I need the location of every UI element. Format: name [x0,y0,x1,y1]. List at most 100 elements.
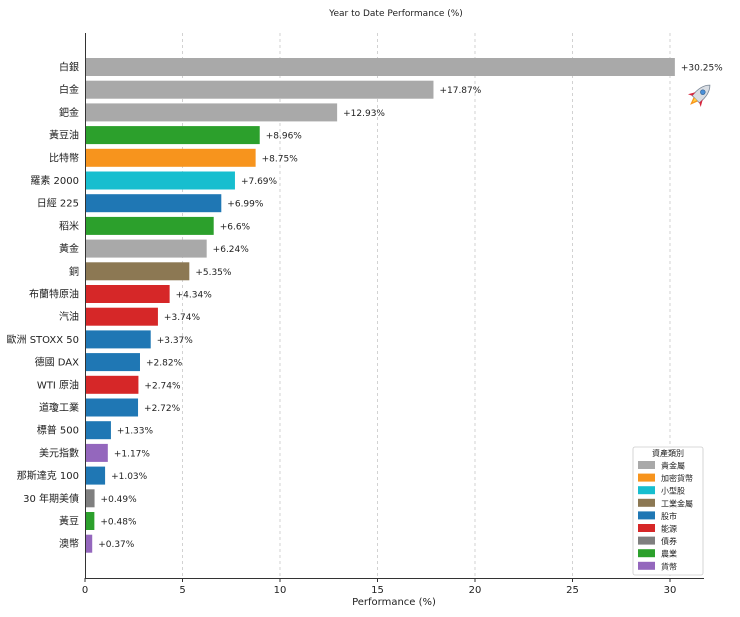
data-label: +6.6% [220,222,251,232]
data-label: +2.74% [144,381,181,391]
bar [85,80,434,99]
bar [85,375,139,394]
chart-title: Year to Date Performance (%) [328,9,463,19]
category-label: 羅素 2000 [30,174,79,187]
bar [85,262,190,281]
bar [85,512,95,530]
data-label: +8.96% [266,132,303,142]
data-label: +8.75% [262,154,299,164]
bar [85,148,256,167]
legend-title: 資產類別 [652,448,684,458]
category-label: WTI 原油 [37,378,79,391]
bar [85,216,214,235]
data-label: +0.48% [100,518,137,528]
x-tick-label: 15 [371,585,384,596]
axes [85,33,704,579]
bar [85,489,95,508]
legend-label: 小型股 [661,487,685,496]
data-label: +30.25% [681,64,723,74]
rocket-icon [687,84,711,108]
category-label: 黃豆 [59,515,79,528]
bar [85,58,675,76]
data-label: +1.33% [117,427,154,437]
bar [85,239,207,258]
bar [85,194,222,213]
category-label: 白金 [59,83,79,96]
x-tick-label: 5 [179,585,185,596]
bar [85,443,108,462]
legend-label: 能源 [661,524,677,534]
x-tick-label: 30 [664,585,677,596]
value-labels: +30.25% +17.87% +12.93% +8.96% +8.75% +7.69% +… [98,64,723,551]
category-label: 歐洲 STOXX 50 [7,333,79,346]
bar [85,421,111,440]
bar [85,126,260,145]
data-label: +17.87% [439,86,481,96]
bar [85,330,151,349]
legend-label: 股市 [661,511,677,521]
x-tick-label: 20 [469,585,482,596]
category-label: 黃金 [59,242,79,255]
data-label: +1.03% [111,472,148,482]
data-label: +2.72% [144,404,181,414]
legend-swatch [638,486,655,495]
data-label: +7.69% [241,177,278,187]
gridlines [182,33,671,578]
data-label: +3.74% [164,313,201,323]
category-label: 美元指數 [39,446,79,459]
bars [85,58,675,553]
category-label: 30 年期美債 [23,492,79,505]
category-label: 汽油 [59,310,79,323]
legend-swatch [638,498,655,507]
bar [85,398,139,417]
data-label: +6.24% [213,245,250,255]
legend-swatch [638,524,655,532]
bar [85,353,140,372]
legend-label: 貴金屬 [661,461,685,471]
legend-swatch [638,461,655,469]
category-label: 道瓊工業 [39,401,79,414]
category-label: 白銀 [59,61,79,74]
category-label: 澳幣 [59,537,79,550]
data-label: +5.35% [195,268,232,278]
legend-swatch [638,511,655,520]
data-label: +0.49% [101,495,138,505]
category-label: 稻米 [59,219,79,232]
category-label: 標普 500 [37,424,79,437]
legend-swatch [638,536,655,545]
category-label: 比特幣 [49,152,79,164]
legend-label: 農業 [661,549,677,559]
category-label: 日經 225 [37,197,79,210]
category-label: 布蘭特原油 [29,288,79,301]
x-ticks: 0 5 10 15 20 25 30 [82,578,677,596]
bar [85,171,235,190]
category-label: 德國 DAX [35,356,80,369]
data-label: +0.37% [98,540,135,550]
data-label: +6.99% [227,200,264,210]
legend-label: 加密貨幣 [661,473,693,483]
data-label: +12.93% [343,109,385,119]
category-label: 黃豆油 [49,129,79,142]
bar [85,285,170,303]
category-label: 那斯達克 100 [17,469,79,482]
x-tick-label: 10 [274,585,287,596]
x-tick-label: 0 [82,585,88,596]
data-label: +4.34% [176,291,213,301]
x-tick-label: 25 [566,585,579,596]
legend-swatch [638,549,655,558]
bar [85,307,158,326]
legend-label: 債券 [661,536,677,546]
data-label: +3.37% [157,336,194,346]
data-label: +1.17% [114,449,151,459]
legend-swatch [638,473,655,482]
legend-swatch [638,561,655,570]
bar [85,103,338,122]
bar [85,534,93,553]
bar [85,466,106,485]
legend-label: 貨幣 [661,561,677,571]
category-label: 銅 [69,265,79,278]
